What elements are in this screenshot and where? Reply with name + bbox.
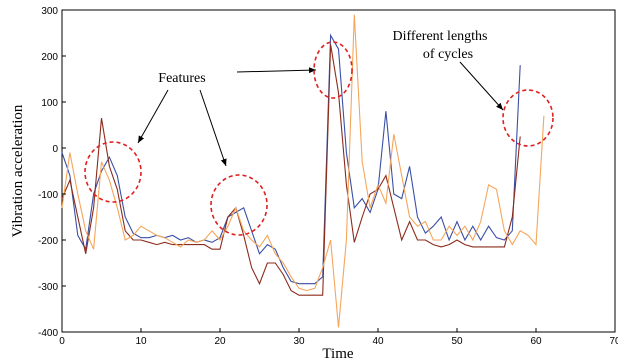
y-tick-label: 0 (52, 144, 58, 155)
y-tick-label: -100 (38, 190, 58, 201)
y-tick-label: -200 (38, 236, 58, 247)
annotation: Different lengths (393, 29, 488, 44)
series-line (61, 33, 521, 285)
x-tick-label: 0 (59, 336, 65, 347)
series-line (61, 14, 545, 328)
y-tick-label: 100 (41, 98, 58, 109)
annotation: of cycles (423, 47, 473, 62)
x-tick-label: 20 (214, 336, 226, 347)
x-tick-label: 50 (451, 336, 463, 347)
x-tick-label: 10 (135, 336, 147, 347)
x-tick-label: 70 (609, 336, 618, 347)
x-tick-label: 30 (293, 336, 305, 347)
x-tick-label: 40 (372, 336, 384, 347)
annotation: Features (158, 71, 205, 86)
y-tick-label: -300 (38, 282, 58, 293)
y-tick-label: 200 (41, 52, 58, 63)
x-axis-label: Time (322, 346, 353, 362)
arrows (137, 61, 504, 167)
plot-frame (61, 9, 616, 333)
y-tick-label: 300 (41, 6, 58, 17)
x-tick-label: 60 (530, 336, 542, 347)
y-axis-label: Vibration acceleration (10, 104, 26, 237)
highlight-circles (84, 41, 554, 236)
y-tick-label: -400 (38, 328, 58, 339)
series-line (61, 44, 521, 296)
